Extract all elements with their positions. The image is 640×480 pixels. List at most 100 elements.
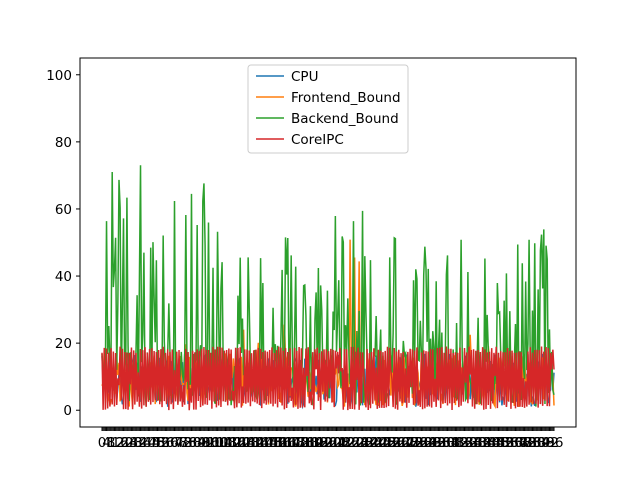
x-tick-label: 8 — [107, 435, 116, 451]
x-tick-label: 168 — [279, 435, 305, 451]
x-tick-label: 192 — [307, 435, 333, 451]
x-tick-label: 88 — [193, 435, 210, 451]
x-tick-label: 20 — [116, 435, 133, 451]
x-tick-label: 200 — [316, 435, 342, 451]
x-tick-label: 284 — [411, 435, 437, 451]
x-tick-label: 80 — [184, 435, 201, 451]
x-tick-label: 12 — [107, 435, 124, 451]
x-tick-label: 352 — [488, 435, 514, 451]
x-tick-label: 188 — [302, 435, 328, 451]
x-tick-label: 264 — [388, 435, 414, 451]
x-tick-label: 72 — [175, 435, 192, 451]
x-tick-label: 176 — [288, 435, 314, 451]
legend-label: CoreIPC — [291, 132, 344, 148]
x-tick-label: 392 — [533, 435, 559, 451]
x-tick-label: 328 — [461, 435, 487, 451]
x-tick-label: 44 — [143, 435, 160, 451]
legend-label: Frontend_Bound — [291, 90, 401, 106]
x-tick-label: 152 — [261, 435, 287, 451]
x-tick-label: 240 — [361, 435, 387, 451]
x-tick-label: 52 — [152, 435, 169, 451]
x-tick-label: 372 — [511, 435, 537, 451]
x-tick-label: 36 — [134, 435, 151, 451]
x-tick-label: 344 — [479, 435, 505, 451]
x-tick-label: 40 — [139, 435, 156, 451]
x-tick-label: 196 — [311, 435, 337, 451]
x-tick-label: 244 — [366, 435, 392, 451]
x-tick-label: 136 — [243, 435, 269, 451]
x-tick-label: 232 — [352, 435, 378, 451]
legend: CPU Frontend_Bound Backend_Bound CoreIPC — [247, 64, 409, 154]
x-tick-label: 128 — [234, 435, 260, 451]
x-tick-label: 228 — [347, 435, 373, 451]
x-tick-label: 160 — [270, 435, 296, 451]
x-tick-label: 312 — [443, 435, 469, 451]
x-tick-label: 184 — [298, 435, 324, 451]
x-tick-label: 24 — [121, 435, 138, 451]
series-layer — [101, 165, 555, 411]
x-tick-label: 376 — [515, 435, 541, 451]
x-tick-label: 68 — [170, 435, 187, 451]
x-tick-label: 64 — [166, 435, 183, 451]
legend-label: CPU — [291, 69, 318, 85]
x-tick-label: 368 — [506, 435, 532, 451]
x-tick-label: 92 — [198, 435, 215, 451]
x-tick-label: 16 — [112, 435, 129, 451]
x-tick-label: 148 — [257, 435, 283, 451]
x-tick-label: 332 — [465, 435, 491, 451]
x-tick-label: 132 — [239, 435, 265, 451]
x-tick-label: 100 — [202, 435, 228, 451]
x-tick-label: 172 — [284, 435, 310, 451]
x-tick-label: 236 — [356, 435, 382, 451]
y-tick-label: 60 — [55, 202, 72, 218]
x-tick-label: 348 — [483, 435, 509, 451]
x-tick-label: 120 — [225, 435, 251, 451]
x-tick-label: 108 — [211, 435, 237, 451]
axes-frame — [79, 57, 577, 428]
axes-layer: 0204060801000481216202428323640444852566… — [46, 57, 577, 451]
x-tick-label: 76 — [180, 435, 197, 451]
x-tick-label: 260 — [384, 435, 410, 451]
x-tick-label: 156 — [266, 435, 292, 451]
x-tick-label: 336 — [470, 435, 496, 451]
x-tick-label: 276 — [402, 435, 428, 451]
x-tick-label: 304 — [433, 435, 459, 451]
series-line-coreipc — [101, 346, 555, 411]
x-tick-label: 32 — [130, 435, 147, 451]
x-tick-label: 28 — [125, 435, 142, 451]
x-tick-label: 104 — [207, 435, 233, 451]
x-tick-label: 272 — [397, 435, 423, 451]
x-tick-label: 164 — [275, 435, 301, 451]
x-tick-label: 216 — [334, 435, 360, 451]
x-tick-label: 60 — [161, 435, 178, 451]
y-tick-label: 0 — [63, 403, 72, 419]
x-tick-label: 248 — [370, 435, 396, 451]
x-tick-label: 124 — [230, 435, 256, 451]
x-tick-label: 384 — [524, 435, 550, 451]
x-tick-label: 212 — [329, 435, 355, 451]
y-tick-label: 40 — [55, 269, 72, 285]
x-tick-label: 364 — [501, 435, 527, 451]
x-tick-label: 144 — [252, 435, 278, 451]
x-tick-label: 324 — [456, 435, 482, 451]
x-tick-label: 48 — [148, 435, 165, 451]
x-tick-label: 112 — [216, 435, 242, 451]
x-tick-label: 96 — [202, 435, 219, 451]
y-tick-label: 100 — [46, 68, 72, 84]
x-tick-label: 340 — [474, 435, 500, 451]
x-tick-label: 288 — [415, 435, 441, 451]
x-tick-label: 84 — [189, 435, 206, 451]
x-tick-label: 360 — [497, 435, 523, 451]
x-tick-label: 396 — [538, 435, 564, 451]
x-tick-label: 0 — [98, 435, 107, 451]
x-tick-label: 208 — [325, 435, 351, 451]
x-tick-label: 380 — [520, 435, 546, 451]
x-tick-label: 140 — [248, 435, 274, 451]
x-tick-label: 296 — [424, 435, 450, 451]
x-tick-label: 220 — [338, 435, 364, 451]
x-tick-label: 56 — [157, 435, 174, 451]
legend-label: Backend_Bound — [291, 111, 399, 127]
x-tick-label: 252 — [375, 435, 401, 451]
x-tick-label: 316 — [447, 435, 473, 451]
